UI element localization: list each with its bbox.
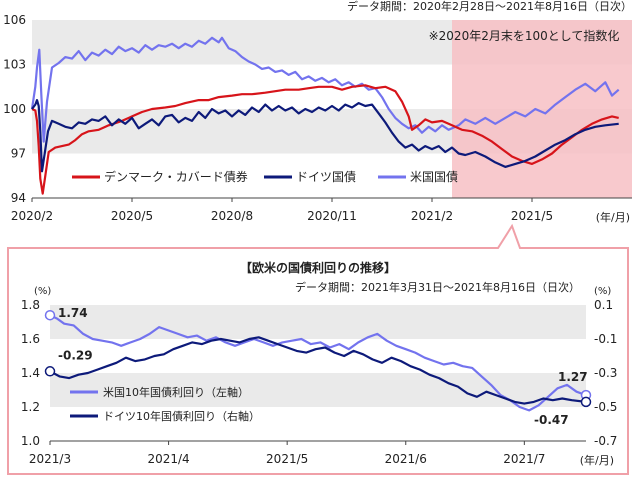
inset-left-y-ticks: 1.8 1.6 1.4 1.2 1.0 xyxy=(21,298,40,448)
series-line-us-yield xyxy=(49,314,587,412)
top-x-tick-label: 2021/5 xyxy=(511,209,553,223)
top-x-tick-label: 2021/2 xyxy=(411,209,453,223)
series-line-germany xyxy=(31,99,619,173)
germany-start-label: -0.29 xyxy=(58,348,93,362)
inset-legend-label-germany: ドイツ10年国債利回り（右軸） xyxy=(103,409,260,423)
top-y-tick-label: 106 xyxy=(3,13,26,27)
legend-label-denmark: デンマーク・カバード債券 xyxy=(104,169,248,184)
top-y-ticks: 94 97 100 103 106 xyxy=(3,13,26,205)
inset-right-tick-label: -0.3 xyxy=(594,366,617,380)
inset-left-tick-label: 1.6 xyxy=(21,332,40,346)
inset-right-tick-label: -0.7 xyxy=(594,434,617,448)
inset-x-tick-label: 2021/5 xyxy=(266,452,308,466)
legend-label-us: 米国国債 xyxy=(410,169,458,184)
inset-period-note: データ期間：2021年3月31日～2021年8月16日（日次） xyxy=(295,280,580,294)
inset-legend-label-us: 米国10年国債利回り（左軸） xyxy=(103,385,249,399)
top-x-tick-label: 2020/11 xyxy=(307,209,357,223)
inset-x-unit: (年/月) xyxy=(580,453,614,467)
series-line-germany-yield xyxy=(49,336,587,405)
top-legend: デンマーク・カバード債券 ドイツ国債 米国国債 xyxy=(72,169,458,184)
inset-left-tick-label: 1.4 xyxy=(21,366,40,380)
inset-right-tick-label: -0.1 xyxy=(594,332,617,346)
inset-callout-box xyxy=(7,223,629,475)
top-y-tick-label: 100 xyxy=(3,102,26,116)
series-line-denmark xyxy=(31,84,619,195)
top-x-unit: (年/月) xyxy=(596,210,630,224)
germany-end-marker xyxy=(580,396,592,408)
inset-series-lines xyxy=(49,314,587,412)
inset-left-tick-label: 1.2 xyxy=(21,400,40,414)
inset-left-tick-label: 1.8 xyxy=(21,298,40,312)
germany-start-marker xyxy=(44,366,56,377)
top-x-tick-label: 2020/8 xyxy=(211,209,253,223)
us-end-label: 1.27 xyxy=(558,370,588,384)
top-y-tick-label: 94 xyxy=(11,191,26,205)
top-y-tick-label: 97 xyxy=(11,147,26,161)
inset-title: 【欧米の国債利回りの推移】 xyxy=(240,260,396,275)
top-x-tick-label: 2020/2 xyxy=(11,209,53,223)
inset-x-ticks: 2021/3 2021/4 2021/5 2021/6 2021/7 xyxy=(29,441,545,466)
inset-x-tick-label: 2021/3 xyxy=(29,452,71,466)
inset-legend: 米国10年国債利回り（左軸） ドイツ10年国債利回り（右軸） xyxy=(70,385,260,423)
inset-right-tick-label: 0.1 xyxy=(594,298,613,312)
top-highlight-region xyxy=(452,20,632,198)
series-line-us xyxy=(30,36,620,143)
legend-label-germany: ドイツ国債 xyxy=(296,169,356,184)
inset-left-tick-label: 1.0 xyxy=(21,434,40,448)
us-start-label: 1.74 xyxy=(58,306,88,320)
top-index-annotation: ※2020年2月末を100として指数化 xyxy=(429,28,620,43)
inset-x-tick-label: 2021/7 xyxy=(503,452,545,466)
us-start-marker xyxy=(44,309,56,321)
inset-band-1 xyxy=(50,305,586,339)
top-series-lines xyxy=(30,36,620,195)
top-x-tick-label: 2020/5 xyxy=(111,209,153,223)
inset-right-tick-label: -0.5 xyxy=(594,400,617,414)
inset-left-unit: (%) xyxy=(34,286,51,297)
inset-right-y-ticks: 0.1 -0.1 -0.3 -0.5 -0.7 xyxy=(594,298,617,448)
top-x-ticks: 2020/2 2020/5 2020/8 2020/11 2021/2 2021/5 xyxy=(11,198,553,223)
top-y-tick-label: 103 xyxy=(3,58,26,72)
germany-end-label: -0.47 xyxy=(534,413,569,427)
inset-x-tick-label: 2021/6 xyxy=(385,452,427,466)
top-period-note: データ期間：2020年2月28日～2021年8月16日（日次） xyxy=(347,0,632,13)
inset-x-tick-label: 2021/4 xyxy=(147,452,189,466)
inset-right-unit: (%) xyxy=(594,286,611,297)
